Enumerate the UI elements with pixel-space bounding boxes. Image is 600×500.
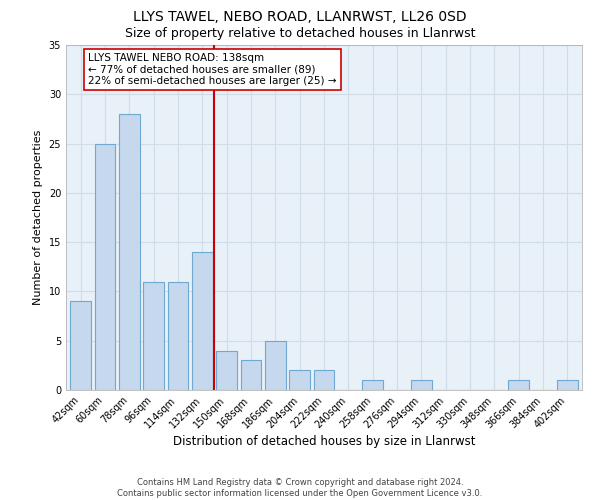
Text: Size of property relative to detached houses in Llanrwst: Size of property relative to detached ho…	[125, 28, 475, 40]
Bar	[557, 380, 578, 390]
Bar	[216, 350, 237, 390]
Bar	[411, 380, 432, 390]
Bar	[241, 360, 262, 390]
Text: Contains HM Land Registry data © Crown copyright and database right 2024.
Contai: Contains HM Land Registry data © Crown c…	[118, 478, 482, 498]
Bar	[70, 302, 91, 390]
Bar	[314, 370, 334, 390]
X-axis label: Distribution of detached houses by size in Llanrwst: Distribution of detached houses by size …	[173, 436, 475, 448]
Y-axis label: Number of detached properties: Number of detached properties	[33, 130, 43, 305]
Bar	[508, 380, 529, 390]
Bar	[95, 144, 115, 390]
Text: LLYS TAWEL, NEBO ROAD, LLANRWST, LL26 0SD: LLYS TAWEL, NEBO ROAD, LLANRWST, LL26 0S…	[133, 10, 467, 24]
Text: LLYS TAWEL NEBO ROAD: 138sqm
← 77% of detached houses are smaller (89)
22% of se: LLYS TAWEL NEBO ROAD: 138sqm ← 77% of de…	[88, 53, 337, 86]
Bar	[167, 282, 188, 390]
Bar	[265, 340, 286, 390]
Bar	[289, 370, 310, 390]
Bar	[143, 282, 164, 390]
Bar	[192, 252, 212, 390]
Bar	[119, 114, 140, 390]
Bar	[362, 380, 383, 390]
